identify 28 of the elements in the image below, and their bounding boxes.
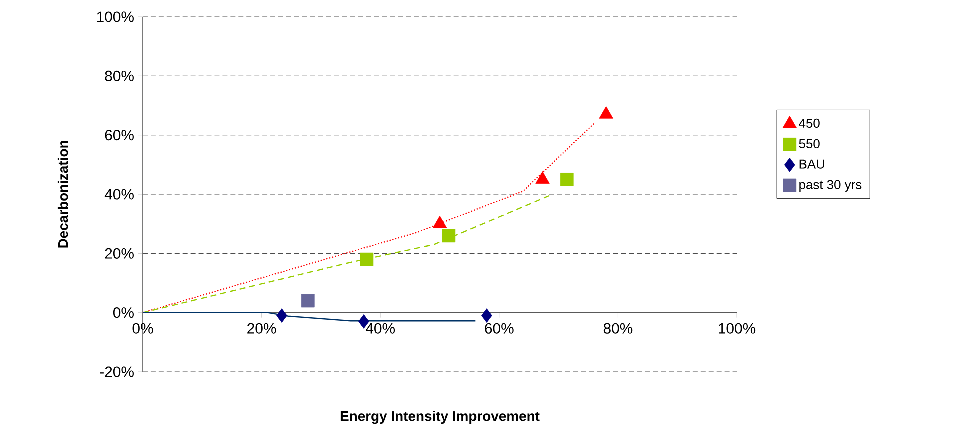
legend-label: 550	[799, 139, 820, 149]
legend-label: 450	[799, 118, 820, 128]
x-tick-label: 20%	[248, 323, 276, 334]
x-tick-label: 80%	[604, 323, 633, 334]
y-tick-label: -20%	[100, 366, 134, 378]
x-tick-label: 100%	[719, 323, 756, 334]
x-tick-label: 40%	[366, 323, 396, 334]
y-tick-label: 0%	[113, 308, 134, 318]
y-axis-title: Decarbonization	[58, 141, 68, 248]
point	[276, 308, 288, 323]
point	[432, 216, 448, 228]
x-tick-label: 0%	[132, 323, 154, 334]
x-tick-label: 60%	[485, 323, 514, 334]
y-tick-label: 40%	[104, 189, 134, 200]
point	[599, 106, 614, 119]
y-tick-label: 60%	[105, 130, 134, 141]
y-tick-label: 80%	[105, 70, 134, 82]
legend-label: past 30 yrs	[800, 180, 862, 192]
point	[482, 308, 492, 323]
point	[560, 173, 574, 186]
point	[442, 229, 456, 243]
point	[536, 172, 550, 184]
y-tick-label: 100%	[97, 12, 134, 22]
point	[301, 294, 315, 308]
x-axis-title: Energy Intensity Improvement	[340, 411, 540, 424]
y-tick-label: 20%	[105, 248, 134, 259]
point	[360, 252, 374, 266]
legend-label: BAU	[800, 160, 824, 169]
